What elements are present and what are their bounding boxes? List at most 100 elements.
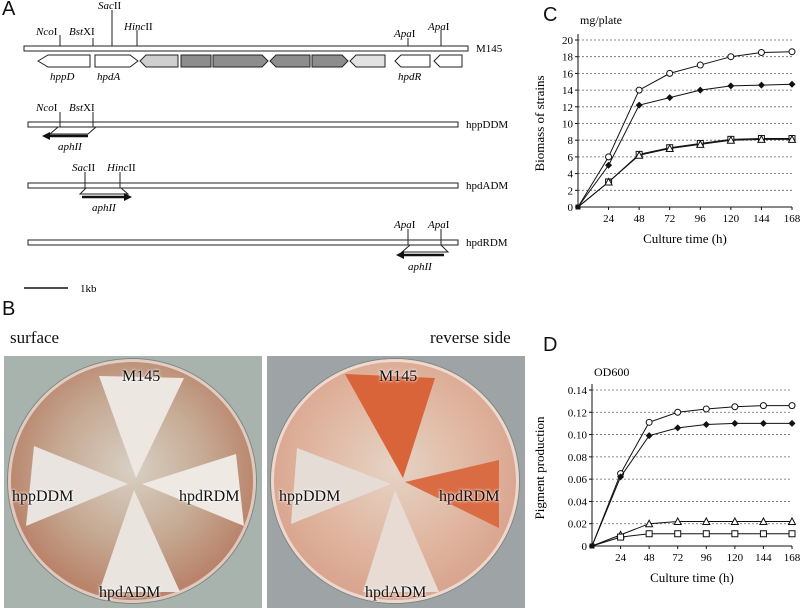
data-point	[702, 530, 710, 538]
data-point	[731, 419, 739, 427]
site-bst-hppddm: BstXI	[69, 102, 95, 114]
unit-label: OD600	[594, 365, 629, 379]
gene-arrow-orf6	[349, 54, 386, 68]
colony-hppddm-reverse	[291, 448, 391, 524]
data-point	[759, 419, 767, 427]
colonies-surface	[26, 376, 244, 592]
plate-label-hpdrdm-surface: hpdRDM	[179, 488, 240, 505]
colony-hpdadm-surface	[99, 490, 180, 592]
series-open-circle	[589, 402, 796, 549]
strain-label-hppddm: hppDDM	[466, 119, 508, 131]
series-filled-diamond	[575, 80, 796, 210]
site-bst-m145: BstXI	[69, 26, 95, 38]
y-axis-label: Biomass of strains	[532, 75, 547, 171]
map-row-hppddm: hppDDM NcoI BstXI aphII	[27, 102, 508, 153]
plate-label-m145-reverse: M145	[379, 368, 418, 385]
x-tick-label: 144	[753, 213, 770, 225]
x-tick-label: 24	[615, 552, 627, 564]
data-point	[645, 432, 653, 440]
series-open-circle	[575, 48, 796, 210]
chromosome-bar-hpdadm	[27, 182, 459, 189]
panel-letter-a: A	[2, 0, 16, 20]
data-point	[617, 533, 625, 541]
plate-photo-surface: M145 hppDDM hpdRDM hpdADM	[4, 356, 262, 608]
gene-arrow-orf5	[311, 54, 349, 68]
origin-point	[589, 543, 595, 549]
data-point	[635, 101, 643, 109]
colony-hpdrdm-reverse	[405, 460, 499, 528]
arrowhead-hpdrdm	[396, 251, 404, 259]
data-point	[605, 153, 613, 161]
data-point	[696, 86, 704, 94]
arrowhead-hppddm	[42, 132, 50, 140]
x-tick-label: 72	[672, 552, 683, 564]
plate-label-hpdadm-surface: hpdADM	[99, 584, 161, 601]
series-open-square	[589, 530, 796, 549]
data-point	[726, 135, 736, 144]
data-point	[701, 516, 711, 525]
plate-label-hpdrdm-reverse: hpdRDM	[439, 488, 500, 505]
y-tick-label: 14	[562, 85, 574, 97]
series-line	[591, 520, 792, 547]
marker-label-hpdadm: aphII	[92, 202, 117, 214]
data-point	[666, 94, 674, 102]
data-point	[759, 516, 768, 525]
panel-letter-b: B	[2, 298, 16, 320]
origin-point	[575, 204, 581, 210]
y-tick-label: 0.04	[568, 496, 588, 508]
x-tick-label: 48	[634, 213, 646, 225]
gene-arrow-hpda	[94, 54, 139, 68]
data-point	[617, 473, 625, 481]
series-line	[577, 138, 792, 208]
site-hinc-hpdadm: HincII	[106, 162, 136, 174]
data-point	[634, 150, 644, 159]
data-point	[605, 161, 613, 169]
y-tick-label: 0	[568, 202, 574, 214]
data-point	[696, 61, 704, 69]
data-point	[731, 403, 739, 411]
site-hinc-m145: HincII	[123, 21, 153, 33]
gene-arrow-orf2	[180, 54, 212, 68]
x-axis-label: Culture time (h)	[643, 231, 727, 246]
map-row-hpdrdm: hpdRDM ApaI ApaI aphII	[27, 219, 508, 273]
plate-label-hppddm-surface: hppDDM	[12, 488, 74, 505]
y-tick-label: 10	[562, 119, 574, 131]
data-point	[674, 424, 682, 432]
data-point	[727, 82, 735, 90]
data-point	[644, 519, 654, 528]
site-apa2-hpdrdm: ApaI	[427, 219, 450, 231]
data-point	[788, 80, 796, 88]
data-point	[730, 516, 740, 525]
x-tick-label: 72	[664, 213, 675, 225]
data-point	[757, 81, 765, 89]
chromosome-bar-m145	[23, 45, 469, 52]
plate-label-m145-surface: M145	[122, 368, 161, 385]
y-tick-label: 0.10	[568, 430, 588, 442]
data-point	[695, 139, 705, 148]
x-tick-label: 24	[603, 213, 615, 225]
data-point	[666, 69, 674, 77]
data-point	[788, 419, 796, 427]
panel-letter-c: C	[543, 4, 558, 26]
data-point	[674, 530, 682, 538]
data-point	[731, 530, 739, 538]
series-line	[591, 422, 792, 547]
chromosome-bar-hppddm	[27, 121, 459, 128]
x-tick-label: 96	[695, 213, 707, 225]
marker-label-hppddm: aphII	[58, 141, 83, 153]
y-tick-label: 0.06	[568, 474, 588, 486]
unit-label: mg/plate	[580, 13, 622, 27]
data-point	[727, 53, 735, 61]
data-point	[788, 48, 796, 56]
scale-bar-label: 1kb	[80, 283, 97, 295]
gene-label-hpda: hpdA	[97, 71, 121, 83]
y-tick-label: 12	[562, 102, 573, 114]
colony-m145-reverse	[345, 374, 435, 478]
y-tick-label: 0.02	[568, 519, 587, 531]
y-tick-label: 8	[568, 135, 574, 147]
series-line	[591, 533, 792, 547]
plate-label-hppddm-reverse: hppDDM	[279, 488, 341, 505]
data-point	[787, 516, 797, 525]
data-point	[674, 408, 682, 416]
